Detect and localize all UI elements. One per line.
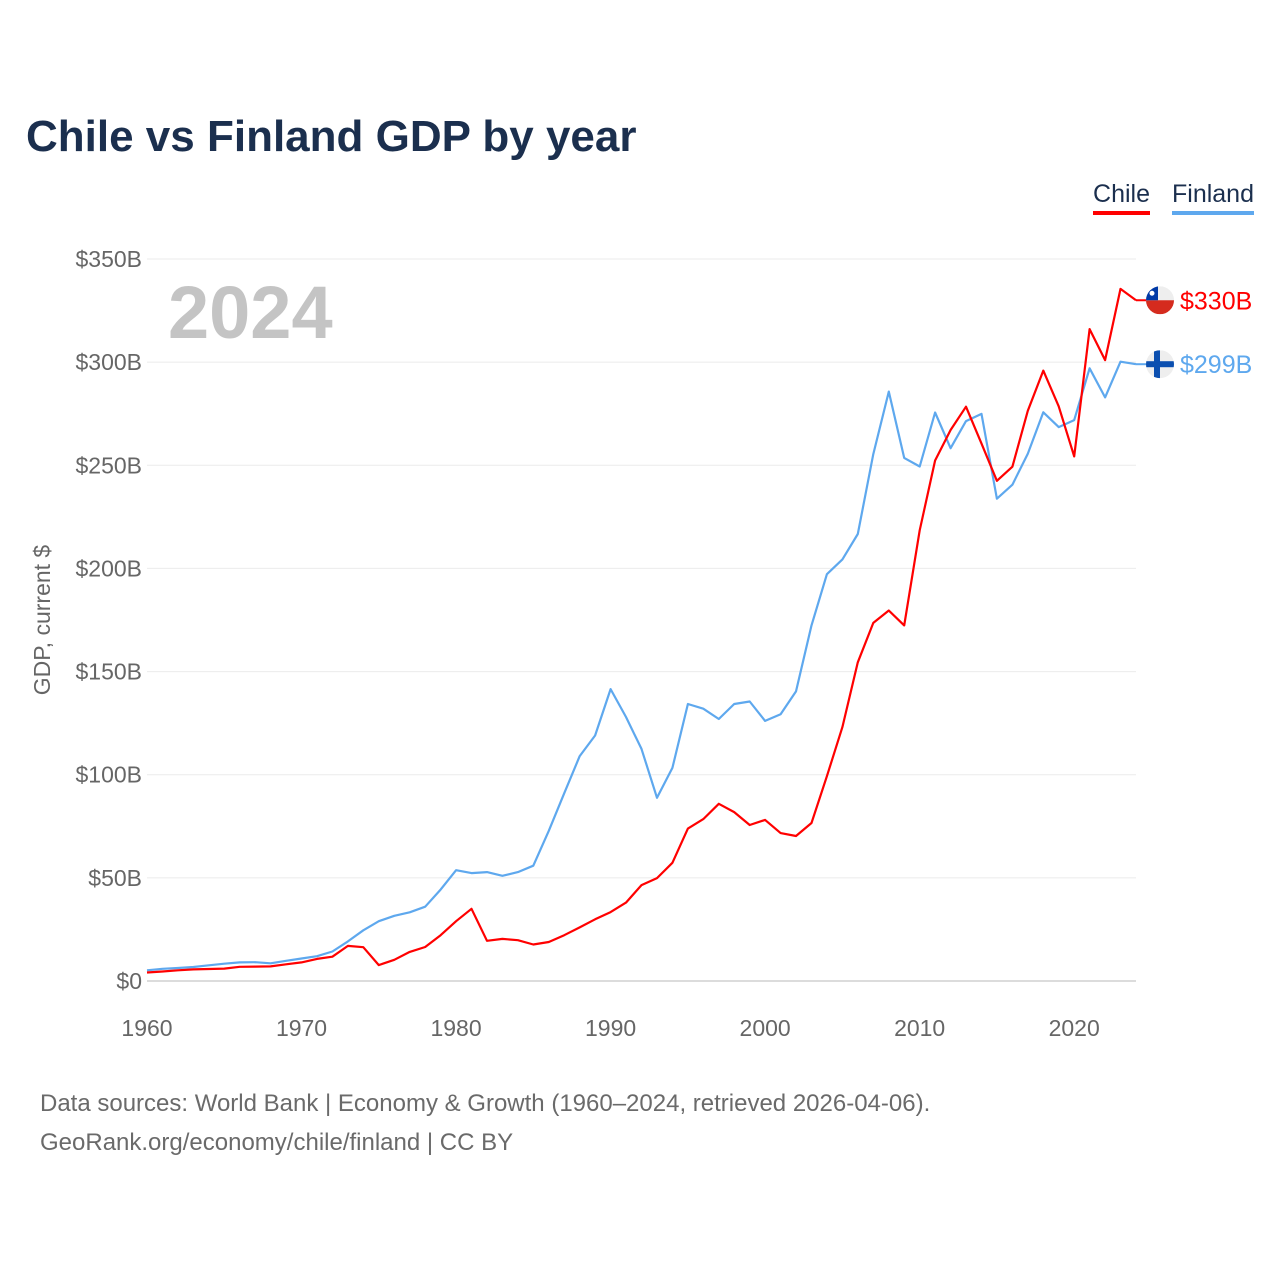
x-tick-label: 2020 xyxy=(1049,1015,1100,1041)
series-line-finland xyxy=(146,360,1137,972)
y-tick-label: $250B xyxy=(75,452,142,478)
y-tick-label: $200B xyxy=(75,555,142,581)
x-tick-label: 2000 xyxy=(740,1015,791,1041)
chart-title: Chile vs Finland GDP by year xyxy=(26,112,637,161)
x-tick-label: 1980 xyxy=(430,1015,481,1041)
y-tick-label: $0 xyxy=(116,968,142,994)
y-tick-label: $350B xyxy=(75,246,142,272)
y-axis-title: GDP, current $ xyxy=(29,545,55,696)
chile-flag-icon xyxy=(1146,286,1174,315)
y-tick-label: $50B xyxy=(88,865,142,891)
legend: Chile Finland xyxy=(1093,180,1254,215)
end-value-label-chile: $330B xyxy=(1180,287,1252,315)
end-value-label-finland: $299B xyxy=(1180,351,1252,379)
x-tick-label: 1960 xyxy=(121,1015,172,1041)
year-watermark: 2024 xyxy=(168,271,333,354)
y-tick-label: $100B xyxy=(75,762,142,788)
x-tick-label: 2010 xyxy=(894,1015,945,1041)
source-link[interactable]: GeoRank.org/economy/chile/finland | CC B… xyxy=(40,1129,514,1156)
y-tick-label: $300B xyxy=(75,349,142,375)
source-line: Data sources: World Bank | Economy & Gro… xyxy=(40,1090,931,1117)
legend-item-finland[interactable]: Finland xyxy=(1172,180,1254,215)
y-tick-label: $150B xyxy=(75,659,142,685)
legend-item-chile[interactable]: Chile xyxy=(1093,180,1150,215)
finland-flag-icon xyxy=(1146,350,1174,379)
x-tick-label: 1970 xyxy=(276,1015,327,1041)
x-tick-label: 1990 xyxy=(585,1015,636,1041)
series-line-chile xyxy=(146,287,1137,974)
source-note: Data sources: World Bank | Economy & Gro… xyxy=(40,1084,930,1162)
